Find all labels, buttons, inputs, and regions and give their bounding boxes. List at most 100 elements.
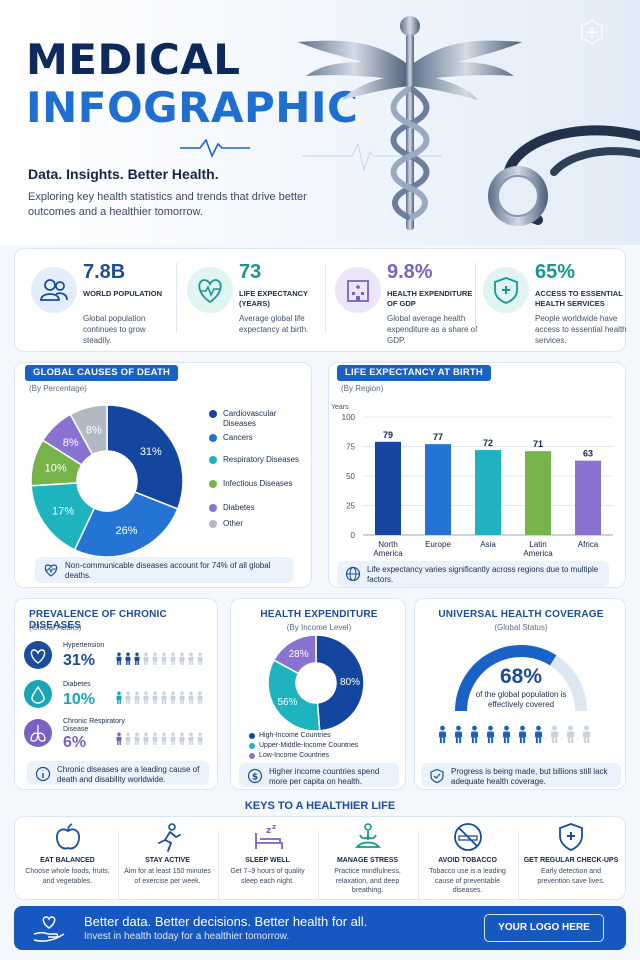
stat-label: WORLD POPULATION bbox=[83, 289, 163, 298]
stat-world-population: 7.8B WORLD POPULATION Global population … bbox=[25, 259, 175, 347]
footer-banner: Better data. Better decisions. Better he… bbox=[14, 906, 626, 950]
divider bbox=[176, 263, 177, 333]
svg-text:$: $ bbox=[252, 773, 258, 783]
causes-of-death-card: GLOBAL CAUSES OF DEATH (By Percentage) 3… bbox=[14, 362, 312, 588]
divider bbox=[418, 831, 419, 901]
chronic-value: 10% bbox=[63, 691, 96, 708]
y-tick-label: 0 bbox=[351, 531, 356, 540]
person-icon bbox=[170, 691, 176, 704]
section-title: HEALTH EXPENDITURE bbox=[260, 609, 378, 620]
x-tick-label: North bbox=[378, 540, 398, 549]
person-icon bbox=[152, 652, 158, 665]
person-icon bbox=[188, 732, 194, 745]
bar bbox=[575, 460, 601, 535]
svg-text:z: z bbox=[272, 823, 276, 831]
x-tick-label: Europe bbox=[425, 540, 451, 549]
person-icon bbox=[197, 732, 203, 745]
section-subtitle: (Global Adults) bbox=[29, 623, 82, 632]
title-line-1: MEDICAL bbox=[26, 35, 241, 84]
no-smoking-icon bbox=[454, 823, 482, 851]
person-icon bbox=[116, 732, 122, 745]
heart-pulse-icon bbox=[187, 267, 233, 313]
bar bbox=[425, 444, 451, 535]
key-title: GET REGULAR CHECK-UPS bbox=[523, 857, 619, 864]
x-tick-label: Africa bbox=[578, 540, 599, 549]
section-subtitle: (By Region) bbox=[341, 384, 384, 393]
section-title: GLOBAL CAUSES OF DEATH bbox=[25, 365, 179, 381]
bar-value-label: 77 bbox=[433, 432, 443, 442]
legend-label: Cardiovascular Diseases bbox=[223, 409, 277, 428]
legend-item: Cancers bbox=[209, 433, 309, 455]
section-subtitle: (By Income Level) bbox=[286, 623, 352, 632]
person-icon bbox=[179, 732, 185, 745]
slice-label: 56% bbox=[277, 697, 297, 708]
person-icon bbox=[125, 732, 131, 745]
section-title: PREVALENCE OF CHRONIC DISEASES bbox=[29, 609, 167, 631]
donut-slice bbox=[272, 634, 317, 675]
legend-label: High-Income Countries bbox=[259, 732, 331, 739]
slice-label: 8% bbox=[86, 424, 102, 436]
donut-slice bbox=[69, 404, 108, 456]
y-tick-label: 50 bbox=[346, 472, 355, 481]
slice-label: 10% bbox=[45, 462, 67, 474]
stat-value: 73 bbox=[239, 261, 262, 283]
chronic-row-respiratory: Chronic Respiratory Disease 6% bbox=[23, 718, 219, 754]
logo-placeholder: YOUR LOGO HERE bbox=[484, 914, 604, 942]
person-icon bbox=[161, 691, 167, 704]
person-icon bbox=[550, 725, 559, 743]
donut-slice bbox=[106, 404, 184, 510]
chronic-value: 31% bbox=[63, 652, 96, 669]
legend-item: Diabetes bbox=[209, 503, 309, 525]
shield-cross-icon bbox=[559, 823, 583, 851]
person-icon bbox=[179, 691, 185, 704]
key-title: EAT BALANCED bbox=[40, 857, 95, 864]
legend-swatch bbox=[209, 520, 217, 528]
person-icon bbox=[134, 691, 140, 704]
dollar-icon: $ bbox=[247, 768, 263, 784]
chronic-value: 6% bbox=[63, 734, 87, 751]
stat-desc: Average global life expectancy at birth. bbox=[239, 314, 309, 334]
legend-item: Respiratory Diseases bbox=[209, 455, 309, 477]
person-icon bbox=[152, 732, 158, 745]
person-icon bbox=[152, 691, 158, 704]
slice-label: 8% bbox=[63, 437, 79, 449]
donut-slice bbox=[267, 659, 321, 732]
legend-label: Diabetes bbox=[223, 503, 255, 512]
donut-slice bbox=[315, 634, 365, 732]
person-icon bbox=[470, 725, 479, 743]
section-title: UNIVERSAL HEALTH COVERAGE bbox=[438, 609, 604, 620]
stat-desc: Global average health expenditure as a s… bbox=[387, 314, 478, 345]
person-icon bbox=[116, 652, 122, 665]
blood-drop-icon bbox=[24, 680, 52, 708]
legend-item: Other bbox=[209, 519, 309, 541]
stat-access-health-services: 65% ACCESS TO ESSENTIAL HEALTH SERVICES … bbox=[477, 259, 627, 347]
stat-life-expectancy: 73 LIFE EXPECTANCY (YEARS) Average globa… bbox=[181, 259, 331, 347]
divider bbox=[318, 831, 319, 901]
slice-label: 17% bbox=[52, 505, 74, 517]
footer-subtext: Invest in health today for a healthier t… bbox=[84, 931, 290, 942]
legend-item: Low-Income Countries bbox=[249, 751, 399, 761]
y-tick-label: 75 bbox=[346, 443, 355, 452]
divider bbox=[475, 263, 476, 333]
person-icon bbox=[197, 691, 203, 704]
x-tick-label: Asia bbox=[480, 540, 496, 549]
bar bbox=[475, 450, 501, 535]
person-icon bbox=[179, 652, 185, 665]
donut-slice bbox=[73, 491, 179, 558]
person-icon bbox=[125, 691, 131, 704]
keys-title: KEYS TO A HEALTHIER LIFE bbox=[244, 800, 396, 812]
bar-value-label: 63 bbox=[583, 449, 593, 459]
legend-item: Cardiovascular Diseases bbox=[209, 409, 309, 431]
chronic-diseases-card: PREVALENCE OF CHRONIC DISEASES (Global A… bbox=[14, 598, 218, 790]
info-icon bbox=[35, 766, 51, 782]
lungs-icon bbox=[24, 719, 52, 747]
coverage-desc: of the global population is effectively … bbox=[475, 690, 567, 709]
health-expenditure-card: HEALTH EXPENDITURE (By Income Level) 80%… bbox=[230, 598, 406, 790]
key-title: SLEEP WELL bbox=[245, 857, 290, 864]
stat-label: LIFE EXPECTANCY (YEARS) bbox=[239, 289, 308, 308]
person-icon bbox=[161, 732, 167, 745]
key-title: MANAGE STRESS bbox=[336, 857, 399, 864]
key-desc: Early detection and prevention save live… bbox=[537, 868, 605, 885]
running-icon bbox=[158, 823, 181, 852]
